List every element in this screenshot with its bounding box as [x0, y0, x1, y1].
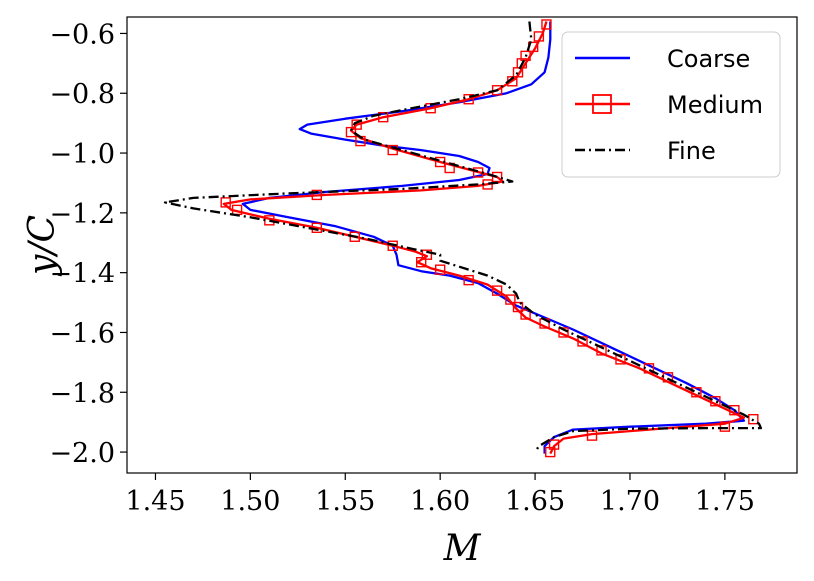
medium-marker [710, 396, 721, 407]
x-tick-label: 1.65 [505, 486, 565, 517]
medium-marker [378, 111, 389, 123]
x-tick-label: 1.60 [410, 486, 470, 517]
medium-marker [311, 189, 323, 201]
y-tick-label: −2.0 [49, 438, 115, 469]
axes-frame [126, 16, 798, 474]
medium-marker [545, 446, 556, 458]
medium-marker [596, 345, 607, 356]
legend: Coarse Medium Fine [561, 31, 781, 178]
medium-marker [415, 256, 427, 268]
medium-marker [548, 439, 560, 450]
y-axis-label: y/C [22, 215, 63, 277]
x-tick-label: 1.50 [220, 486, 280, 517]
x-tick-label: 1.70 [600, 486, 660, 517]
legend-coarse-label: Coarse [667, 45, 750, 73]
medium-marker [729, 405, 740, 416]
medium-marker [577, 336, 588, 347]
medium-marker [491, 285, 503, 296]
medium-marker [434, 264, 446, 275]
medium-marker [463, 94, 474, 105]
legend-fine-label: Fine [667, 137, 716, 165]
x-tick-label: 1.45 [125, 486, 185, 517]
medium-marker [748, 413, 759, 425]
x-tick-label: 1.75 [695, 486, 755, 517]
y-tick-label: −0.6 [49, 19, 115, 50]
medium-marker [463, 274, 474, 286]
medium-marker [387, 144, 398, 156]
legend-box [561, 31, 781, 178]
y-tick-label: −1.8 [49, 378, 115, 409]
medium-marker [691, 387, 702, 398]
medium-marker [421, 249, 433, 260]
series-fine-line [163, 21, 763, 453]
x-tick-label: 1.55 [315, 486, 375, 517]
series-medium-line [222, 21, 746, 455]
medium-marker [512, 67, 524, 78]
medium-marker [586, 430, 598, 441]
medium-marker [520, 50, 531, 62]
medium-marker [520, 309, 531, 320]
medium-marker [615, 354, 626, 365]
medium-marker [558, 327, 569, 338]
medium-marker [505, 294, 516, 305]
ticks-layer: 1.45 1.50 1.55 1.60 1.65 1.70 1.75 −0.6 −0.8 −1.0… [49, 19, 755, 517]
medium-marker [541, 19, 552, 30]
medium-marker [351, 119, 362, 130]
y-tick-label: −1.4 [49, 259, 115, 290]
legend-medium-marker [592, 94, 612, 114]
y-tick-label: −1.6 [49, 318, 115, 349]
medium-marker [220, 197, 231, 208]
series-coarse-line [241, 21, 746, 454]
y-tick-label: −0.8 [49, 79, 115, 110]
medium-marker [719, 421, 731, 432]
medium-marker [512, 301, 524, 313]
y-tick-label: −1.2 [49, 199, 115, 230]
series-layer [163, 19, 763, 458]
y-tick-label: −1.0 [49, 139, 115, 170]
medium-marker [345, 126, 357, 138]
x-axis-label: M [443, 528, 482, 569]
legend-medium-label: Medium [667, 91, 763, 119]
medium-marker [491, 171, 503, 183]
medium-marker [533, 31, 545, 42]
medium-marker [387, 240, 398, 251]
